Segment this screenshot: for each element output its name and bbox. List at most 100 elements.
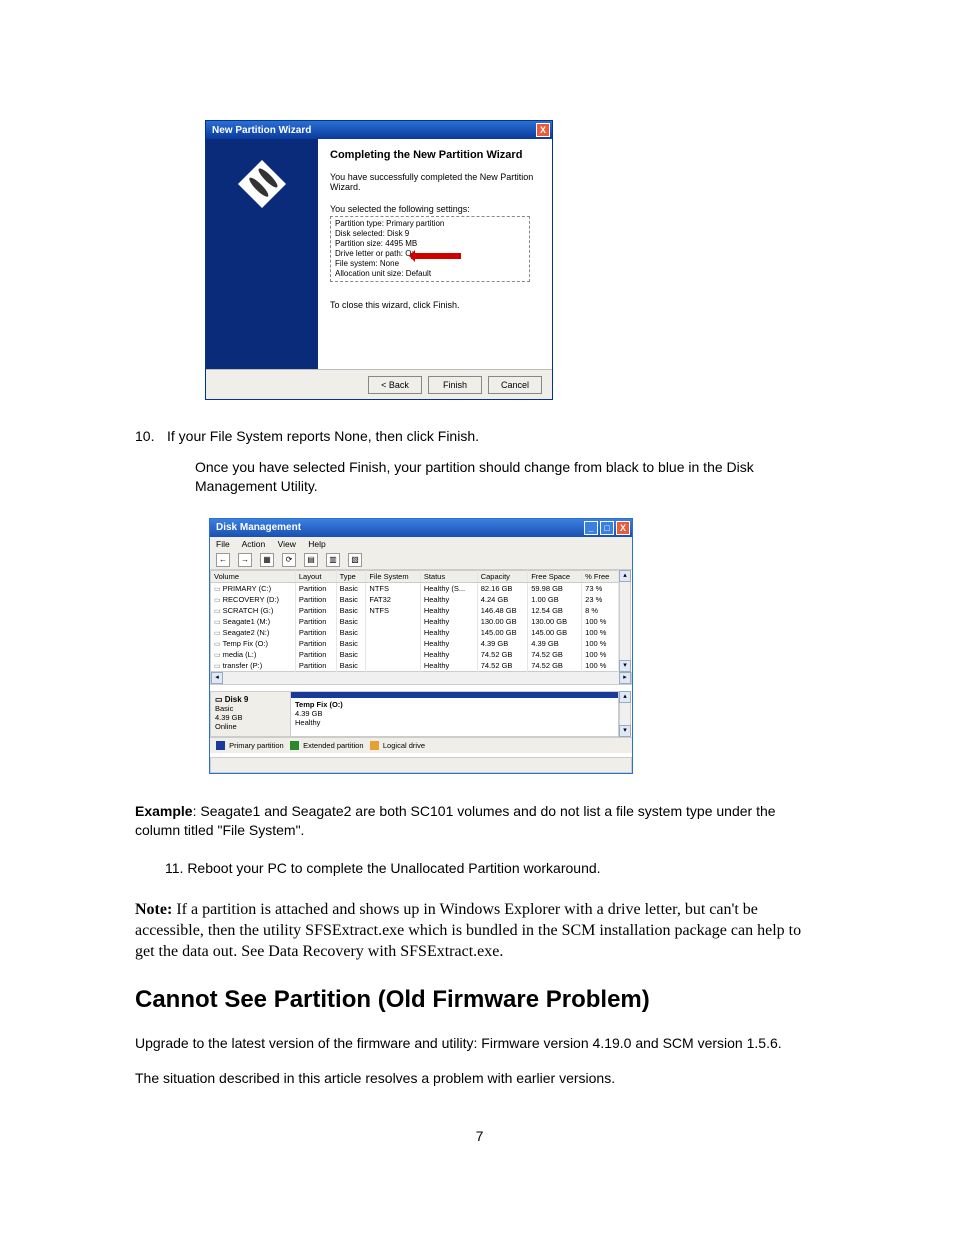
example-label: Example — [135, 803, 193, 819]
back-button[interactable]: < Back — [368, 376, 422, 394]
disk-graphic: ▭ Disk 9 Basic 4.39 GB Online Temp Fix (… — [210, 691, 619, 737]
vertical-scrollbar[interactable]: ▴ ▾ — [619, 691, 631, 737]
close-icon[interactable]: X — [616, 521, 630, 535]
minimize-icon[interactable]: _ — [584, 521, 598, 535]
table-cell: transfer (P:) — [211, 660, 296, 672]
step-10: 10. If your File System reports None, th… — [135, 428, 824, 444]
disk-management-window: Disk Management _ □ X File Action View H… — [209, 518, 633, 775]
table-cell: Healthy — [420, 605, 477, 616]
close-icon[interactable]: X — [536, 123, 550, 137]
maximize-icon[interactable]: □ — [600, 521, 614, 535]
menu-action[interactable]: Action — [242, 539, 266, 549]
menu-file[interactable]: File — [216, 539, 230, 549]
toolbar-icon[interactable]: ▦ — [260, 553, 274, 567]
table-cell: Healthy — [420, 638, 477, 649]
partition-block[interactable]: Temp Fix (O:) 4.39 GB Healthy — [291, 692, 618, 736]
table-cell: media (L:) — [211, 649, 296, 660]
partition-size: 4.39 GB — [295, 709, 323, 718]
table-cell: Partition — [295, 660, 336, 672]
table-cell: 146.48 GB — [477, 605, 528, 616]
table-row[interactable]: PRIMARY (C:)PartitionBasicNTFSHealthy (S… — [211, 582, 619, 594]
table-cell: 59.98 GB — [528, 582, 582, 594]
table-cell: SCRATCH (G:) — [211, 605, 296, 616]
scroll-up-icon[interactable]: ▴ — [619, 570, 631, 582]
col-pctfree[interactable]: % Free — [582, 570, 619, 582]
col-status[interactable]: Status — [420, 570, 477, 582]
wizard-side-panel — [206, 139, 318, 369]
scroll-down-icon[interactable]: ▾ — [619, 660, 631, 672]
toolbar-icon[interactable]: ▤ — [304, 553, 318, 567]
table-cell: Seagate2 (N:) — [211, 627, 296, 638]
table-cell: 4.39 GB — [477, 638, 528, 649]
col-volume[interactable]: Volume — [211, 570, 296, 582]
legend-swatch-logical — [370, 741, 379, 750]
col-filesystem[interactable]: File System — [366, 570, 420, 582]
legend-label: Logical drive — [383, 741, 425, 750]
table-cell: Partition — [295, 649, 336, 660]
dm-toolbar: ← → ▦ ⟳ ▤ ▥ ▧ — [210, 551, 632, 570]
table-cell: Seagate1 (M:) — [211, 616, 296, 627]
toolbar-icon[interactable]: ▥ — [326, 553, 340, 567]
finish-button[interactable]: Finish — [428, 376, 482, 394]
paragraph: Upgrade to the latest version of the fir… — [135, 1034, 824, 1053]
step-11: 11. Reboot your PC to complete the Unall… — [165, 860, 824, 876]
table-cell — [366, 627, 420, 638]
table-cell: Basic — [336, 649, 366, 660]
dm-menu-bar: File Action View Help — [210, 537, 632, 551]
table-row[interactable]: Temp Fix (O:)PartitionBasicHealthy4.39 G… — [211, 638, 619, 649]
refresh-icon[interactable]: ⟳ — [282, 553, 296, 567]
table-row[interactable]: RECOVERY (D:)PartitionBasicFAT32Healthy4… — [211, 594, 619, 605]
table-cell: 130.00 GB — [477, 616, 528, 627]
table-cell: Partition — [295, 582, 336, 594]
col-type[interactable]: Type — [336, 570, 366, 582]
table-cell: 74.52 GB — [477, 660, 528, 672]
status-bar — [210, 757, 632, 773]
wizard-title: New Partition Wizard — [212, 125, 311, 136]
table-cell: 100 % — [582, 627, 619, 638]
table-cell: 12.54 GB — [528, 605, 582, 616]
horizontal-scrollbar[interactable]: ◂ ▸ — [210, 672, 632, 685]
col-layout[interactable]: Layout — [295, 570, 336, 582]
table-row[interactable]: Seagate1 (M:)PartitionBasicHealthy130.00… — [211, 616, 619, 627]
vertical-scrollbar[interactable]: ▴ ▾ — [619, 570, 631, 672]
col-capacity[interactable]: Capacity — [477, 570, 528, 582]
table-cell: 82.16 GB — [477, 582, 528, 594]
table-cell: Healthy — [420, 594, 477, 605]
scroll-right-icon[interactable]: ▸ — [619, 672, 631, 684]
table-cell: 145.00 GB — [528, 627, 582, 638]
table-row[interactable]: Seagate2 (N:)PartitionBasicHealthy145.00… — [211, 627, 619, 638]
table-row[interactable]: media (L:)PartitionBasicHealthy74.52 GB7… — [211, 649, 619, 660]
legend-label: Extended partition — [303, 741, 363, 750]
cancel-button[interactable]: Cancel — [488, 376, 542, 394]
menu-view[interactable]: View — [278, 539, 296, 549]
table-row[interactable]: transfer (P:)PartitionBasicHealthy74.52 … — [211, 660, 619, 672]
table-cell: 4.24 GB — [477, 594, 528, 605]
scroll-down-icon[interactable]: ▾ — [619, 725, 631, 737]
table-cell: 23 % — [582, 594, 619, 605]
wizard-footer: < Back Finish Cancel — [206, 369, 552, 399]
scroll-up-icon[interactable]: ▴ — [619, 691, 631, 703]
table-cell: Basic — [336, 594, 366, 605]
toolbar-icon[interactable]: ▧ — [348, 553, 362, 567]
table-cell: Healthy — [420, 616, 477, 627]
wizard-titlebar: New Partition Wizard X — [206, 121, 552, 139]
table-cell: 73 % — [582, 582, 619, 594]
table-cell: 74.52 GB — [477, 649, 528, 660]
menu-help[interactable]: Help — [308, 539, 325, 549]
setting-line: Disk selected: Disk 9 — [335, 229, 525, 239]
forward-arrow-icon[interactable]: → — [238, 553, 252, 567]
table-cell: Healthy — [420, 660, 477, 672]
red-arrow-annotation — [411, 253, 461, 259]
note-text: If a partition is attached and shows up … — [135, 901, 801, 960]
disk-management-screenshot: Disk Management _ □ X File Action View H… — [209, 518, 824, 775]
table-row[interactable]: SCRATCH (G:)PartitionBasicNTFSHealthy146… — [211, 605, 619, 616]
col-freespace[interactable]: Free Space — [528, 570, 582, 582]
table-cell: FAT32 — [366, 594, 420, 605]
partition-status: Healthy — [295, 718, 320, 727]
new-partition-wizard-window: New Partition Wizard X Completing the Ne… — [205, 120, 553, 400]
disk-status: Online — [215, 722, 237, 731]
table-cell: Healthy (S... — [420, 582, 477, 594]
back-arrow-icon[interactable]: ← — [216, 553, 230, 567]
scroll-left-icon[interactable]: ◂ — [211, 672, 223, 684]
setting-line: File system: None — [335, 259, 525, 269]
